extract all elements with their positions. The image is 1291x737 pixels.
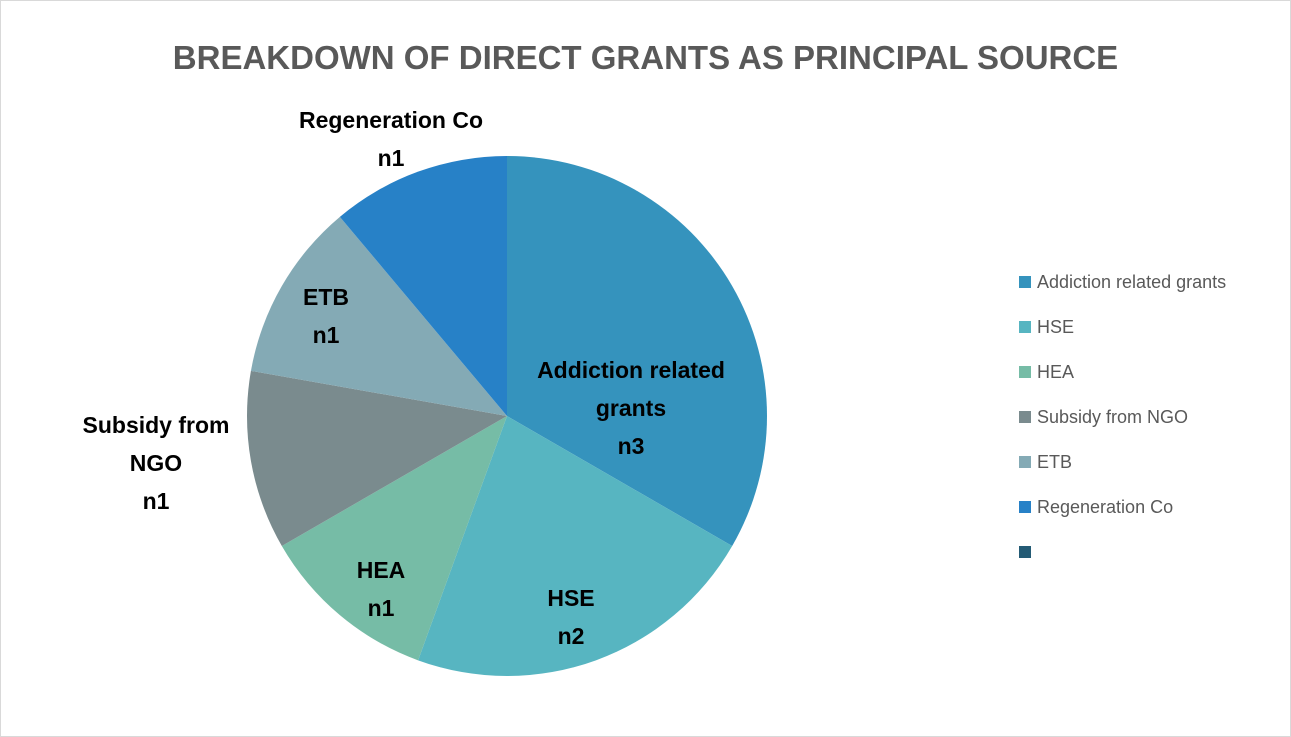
legend-item: ETB (1019, 450, 1072, 474)
legend-swatch (1019, 501, 1031, 513)
legend-swatch (1019, 366, 1031, 378)
legend-swatch (1019, 321, 1031, 333)
legend-label: Regeneration Co (1037, 496, 1174, 517)
slice-label-value: n1 (312, 322, 340, 348)
slice-label: Regeneration Co n1 (266, 101, 516, 177)
legend-label: Addiction related grants (1037, 271, 1227, 292)
legend-swatch (1019, 456, 1031, 468)
slice-label-name: Regeneration Co (298, 107, 484, 133)
legend-item: HEA (1019, 360, 1074, 384)
legend-item: Subsidy from NGO (1019, 405, 1188, 429)
slice-label-name: Addiction related grants (537, 357, 725, 421)
pie-slice (418, 416, 733, 676)
slice-label-name: HEA (356, 557, 406, 583)
legend-item: HSE (1019, 315, 1074, 339)
legend-swatch (1019, 411, 1031, 423)
pie-slice (281, 416, 507, 661)
legend-label: Subsidy from NGO (1037, 406, 1189, 427)
slice-label-value: n2 (557, 623, 585, 649)
pie-slice (250, 216, 507, 416)
pie-slice (507, 156, 768, 546)
slice-label-name: Subsidy from NGO (82, 412, 230, 476)
slice-label-value: n1 (377, 145, 405, 171)
slice-label-name: HSE (547, 585, 595, 611)
legend-swatch (1019, 546, 1031, 558)
pie-slice (247, 370, 507, 546)
legend-item: Regeneration Co (1019, 495, 1173, 519)
slice-label: ETB n1 (266, 278, 386, 354)
legend-item: Addiction related grants (1019, 270, 1226, 294)
slice-label-name: ETB (303, 284, 349, 310)
pie-slice (339, 156, 507, 416)
slice-label: Subsidy from NGO n1 (56, 406, 256, 520)
legend-label: ETB (1037, 451, 1073, 472)
legend-label: HSE (1037, 316, 1075, 337)
legend-item (1019, 540, 1037, 564)
slice-label-value: n1 (367, 595, 395, 621)
legend-label: HEA (1037, 361, 1075, 382)
slice-label-value: n1 (142, 488, 170, 514)
slice-label: Addiction related grants n3 (506, 351, 756, 465)
chart-title: BREAKDOWN OF DIRECT GRANTS AS PRINCIPAL … (172, 39, 1119, 76)
slice-label: HEA n1 (321, 551, 441, 627)
slice-label-value: n3 (617, 433, 645, 459)
slice-label: HSE n2 (511, 579, 631, 655)
legend-swatch (1019, 276, 1031, 288)
